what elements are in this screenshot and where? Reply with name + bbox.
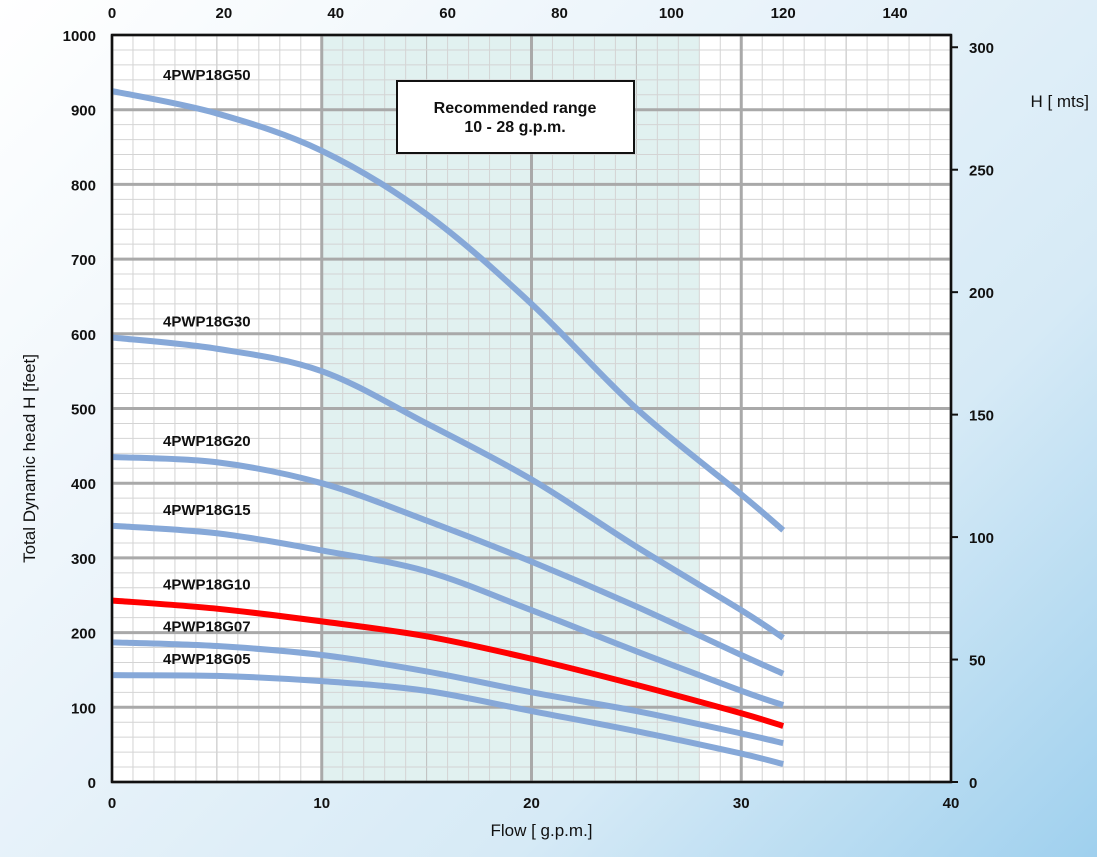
y-tick-label: 600 <box>71 327 96 344</box>
x-tick-label: 10 <box>313 795 330 812</box>
plot-frame <box>110 33 953 784</box>
series-label-4pwp18g20: 4PWP18G20 <box>163 433 251 450</box>
series-label-4pwp18g05: 4PWP18G05 <box>163 651 251 668</box>
y2-tick-label: 100 <box>969 530 994 547</box>
y2-tick-label: 200 <box>969 285 994 302</box>
y-tick-label: 200 <box>71 626 96 643</box>
y2-axis-label: H [ mts] <box>1030 92 1089 111</box>
x2-tick-label: 0 <box>108 5 116 22</box>
recommended-range-box-frame <box>396 80 635 154</box>
recommended-range-values: 10 - 28 g.p.m. <box>464 119 565 136</box>
y-tick-label: 400 <box>71 476 96 493</box>
y2-tick-label: 250 <box>969 163 994 180</box>
y-tick-label: 900 <box>71 103 96 120</box>
y-tick-label: 800 <box>71 177 96 194</box>
curves-layer: 4PWP18G50 4PWP18G30 4PWP18G20 4PWP18G15 4PWP… <box>111 67 786 767</box>
series-label-4pwp18g30: 4PWP18G30 <box>163 314 251 331</box>
x2-tick-label: 140 <box>883 5 908 22</box>
y-tick-label: 700 <box>71 252 96 269</box>
curve-4pwp18g05 <box>111 672 784 767</box>
y2-tick-label: 150 <box>969 408 994 425</box>
x-tick-label: 40 <box>943 795 960 812</box>
y-axis-label: Total Dynamic head H [feet] <box>20 354 39 563</box>
recommended-range-title: Recommended range <box>434 100 597 117</box>
curve-4pwp18g15 <box>111 522 785 708</box>
y-tick-label: 0 <box>88 775 96 792</box>
curve-4pwp18g10 <box>111 597 785 729</box>
y-tick-label: 1000 <box>63 28 96 45</box>
curve-4pwp18g30 <box>111 334 785 641</box>
x2-tick-label: 20 <box>216 5 233 22</box>
y2-tick-label: 50 <box>969 653 986 670</box>
x-tick-label: 30 <box>733 795 750 812</box>
recommended-range-box: Recommended range 10 - 28 g.p.m. <box>396 80 635 154</box>
series-label-4pwp18g07: 4PWP18G07 <box>163 618 251 635</box>
x2-tick-label: 60 <box>439 5 456 22</box>
curve-4pwp18g07 <box>111 639 784 747</box>
series-label-4pwp18g10: 4PWP18G10 <box>163 576 251 593</box>
curve-4pwp18g50 <box>111 88 786 533</box>
series-label-4pwp18g15: 4PWP18G15 <box>163 502 251 519</box>
x2-tick-label: 40 <box>327 5 344 22</box>
y-tick-label: 500 <box>71 402 96 419</box>
tick-labels: 0 10 20 30 400100200300400500600700800900100… <box>63 5 994 812</box>
x-tick-label: 20 <box>523 795 540 812</box>
x-tick-label: 0 <box>108 795 116 812</box>
y2-tick-label: 0 <box>969 775 977 792</box>
x2-tick-label: 80 <box>551 5 568 22</box>
y-tick-label: 300 <box>71 551 96 568</box>
x-axis-label: Flow [ g.p.m.] <box>490 821 592 840</box>
x2-tick-label: 100 <box>659 5 684 22</box>
y-tick-label: 100 <box>71 700 96 717</box>
x2-tick-label: 120 <box>771 5 796 22</box>
y2-tick-label: 300 <box>969 40 994 57</box>
series-label-4pwp18g50: 4PWP18G50 <box>163 67 251 84</box>
curve-4pwp18g20 <box>111 454 785 677</box>
